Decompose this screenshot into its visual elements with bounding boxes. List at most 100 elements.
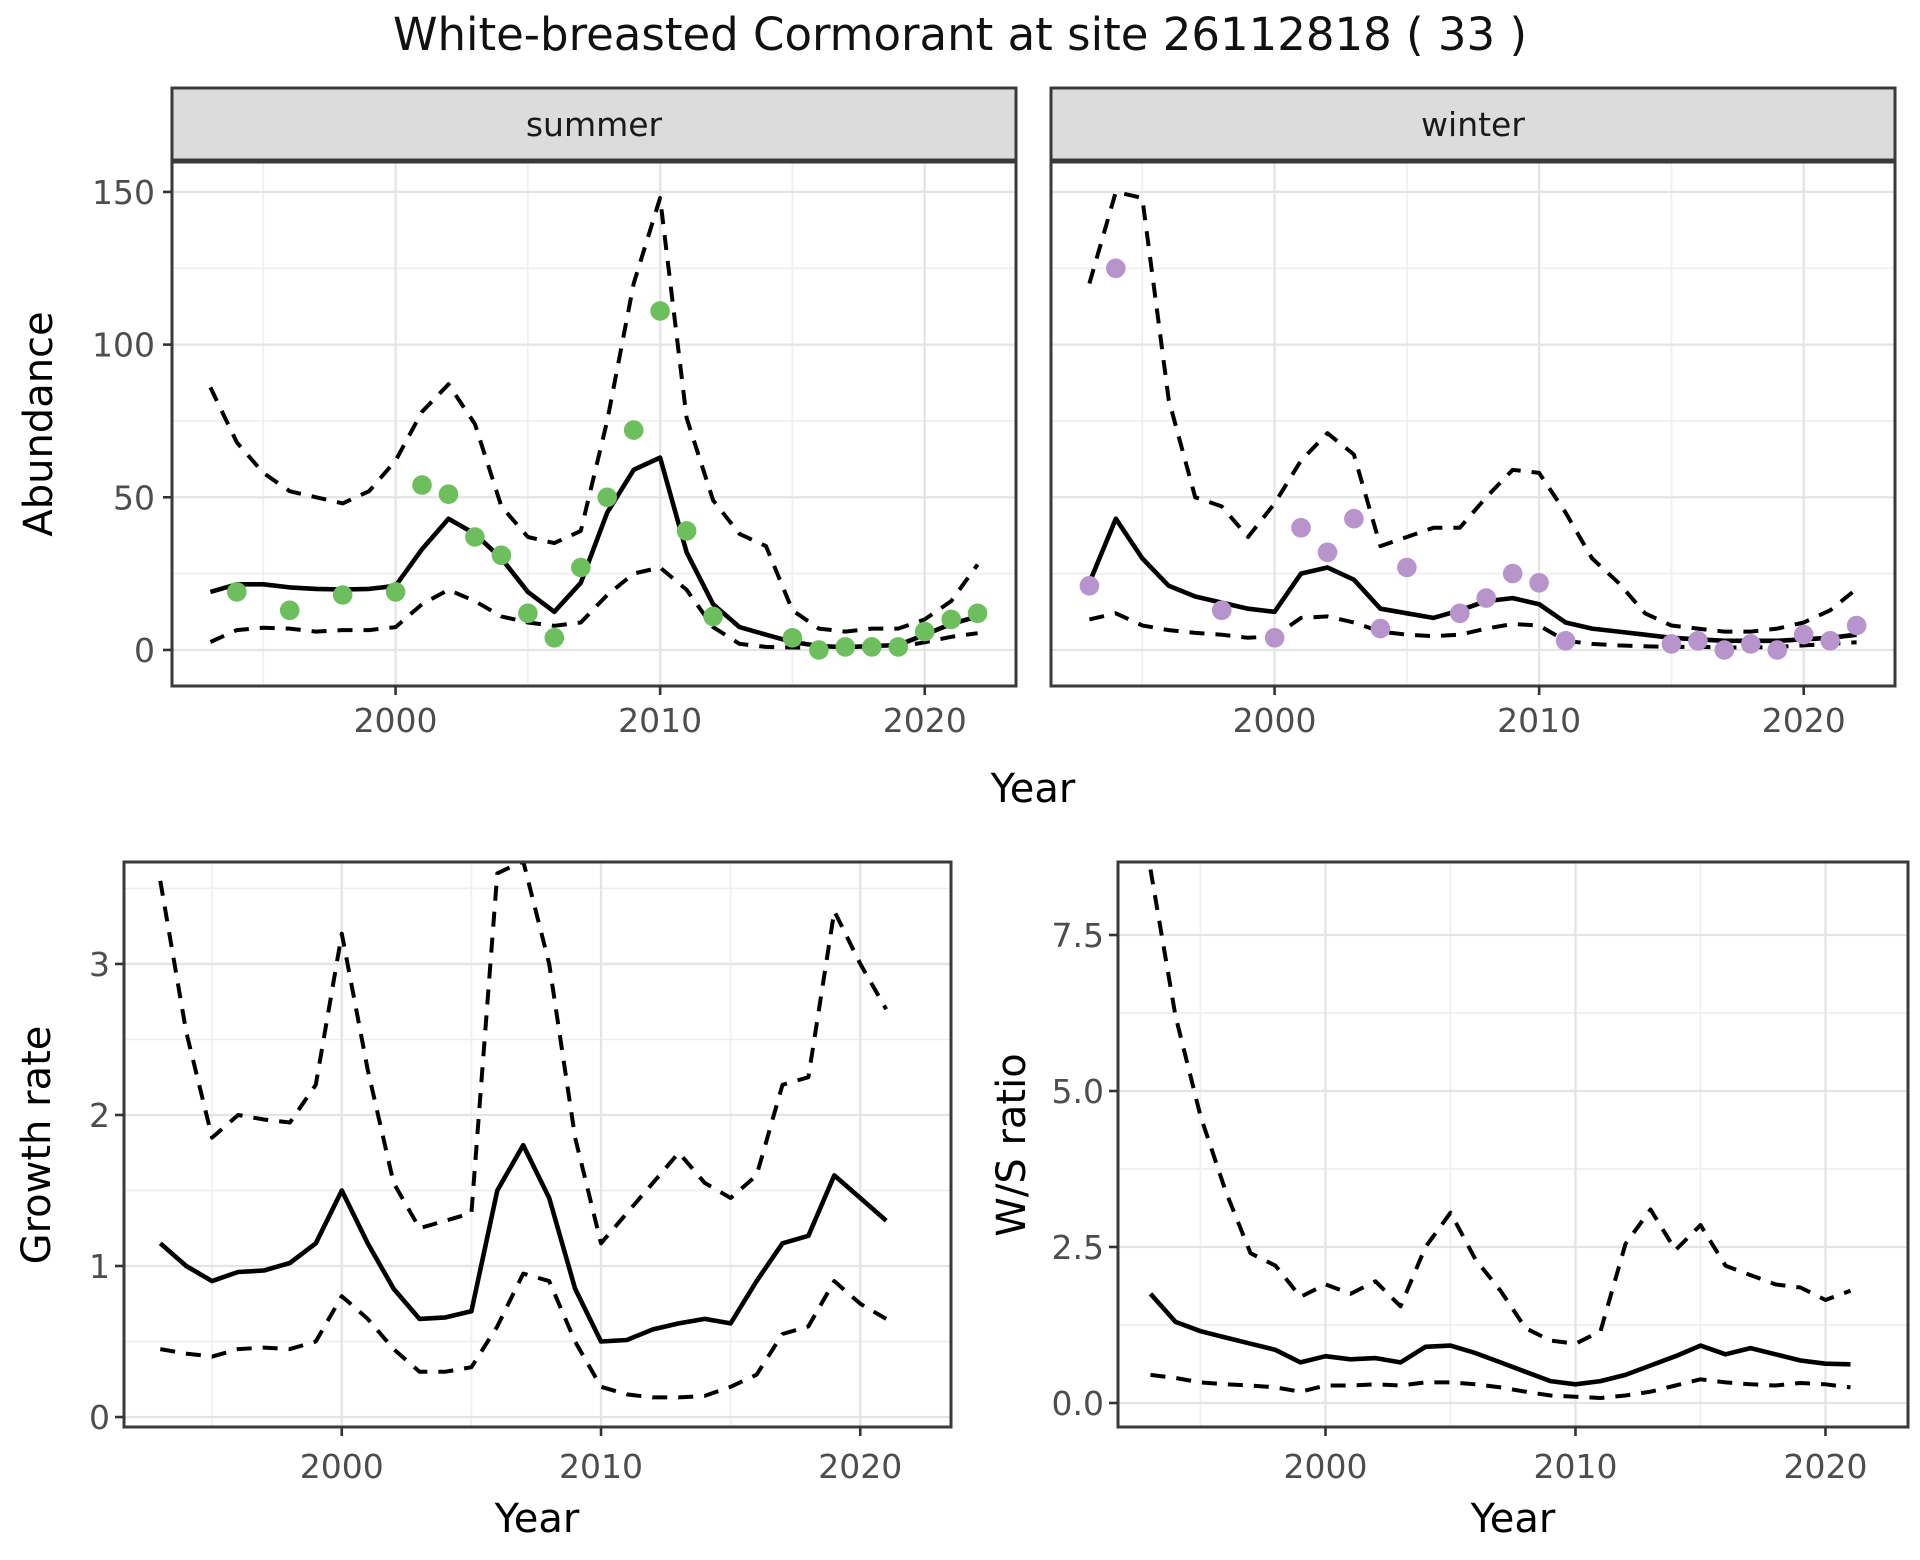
facet-strip — [170, 86, 1018, 162]
x-tick-label: 2000 — [300, 1447, 384, 1486]
y-axis-title-growth-rate: Growth rate — [14, 1026, 60, 1265]
y-tick-label: 2.5 — [1052, 1228, 1104, 1267]
observation-point — [1820, 631, 1840, 651]
y-tick-label: 0.0 — [1052, 1384, 1104, 1423]
panel-abundance-winter: winter 2000 2010 2020 — [1049, 86, 1897, 740]
observation-point — [1767, 640, 1788, 660]
observation-point — [1502, 563, 1523, 584]
facet-strip-label: winter — [1421, 105, 1525, 144]
y-axis-title-ws-ratio: W/S ratio — [989, 1053, 1035, 1236]
panel-background — [124, 862, 951, 1427]
observation-point — [1688, 631, 1708, 651]
facet-strip — [1049, 86, 1897, 162]
observation-point — [1344, 508, 1364, 529]
observation-point — [835, 637, 856, 657]
observation-point — [518, 603, 538, 624]
observation-point — [1370, 618, 1391, 639]
observation-point — [1741, 634, 1761, 654]
observation-point — [967, 603, 988, 624]
observation-point — [1397, 557, 1417, 578]
observation-point — [623, 420, 644, 440]
observation-point — [809, 640, 829, 660]
median-line — [158, 1142, 888, 1344]
observation-point — [385, 582, 406, 602]
y-tick-label: 2 — [89, 1096, 110, 1135]
observation-point — [676, 521, 697, 541]
observation-point — [1476, 588, 1496, 608]
observation-point — [650, 301, 670, 321]
observation-point — [1291, 518, 1311, 538]
panel-border — [1049, 160, 1897, 688]
observation-point — [332, 585, 353, 605]
y-tick-label: 0 — [89, 1398, 110, 1437]
y-tick-label: 1 — [89, 1247, 110, 1286]
observation-point — [1211, 600, 1232, 621]
observation-point — [412, 475, 432, 495]
observation-point — [941, 609, 961, 630]
observation-point — [491, 545, 512, 566]
observation-point — [571, 557, 591, 578]
observation-point — [1317, 542, 1338, 563]
observation-point — [1264, 628, 1285, 648]
upper-ci-line — [1087, 189, 1858, 634]
observation-point — [1555, 631, 1576, 651]
observation-point — [782, 628, 803, 648]
panel-border — [170, 160, 1018, 688]
x-tick-label: 2010 — [618, 701, 702, 740]
panel-border — [122, 860, 953, 1429]
upper-ci-line — [208, 196, 980, 634]
observation-point — [1714, 640, 1735, 660]
x-tick-label: 2010 — [1534, 1447, 1618, 1486]
observation-point — [862, 637, 882, 657]
lower-ci-line — [159, 1271, 888, 1400]
facet-strip-label: summer — [526, 105, 663, 144]
panel-ws-ratio: 2000 2010 2020 0.0 2.5 5.0 7.5 — [1052, 860, 1910, 1486]
x-tick-label: 2000 — [1284, 1447, 1368, 1486]
panel-border — [1116, 860, 1910, 1429]
x-tick-label: 2010 — [1497, 701, 1581, 740]
x-tick-label: 2020 — [1784, 1447, 1868, 1486]
observation-point — [597, 487, 617, 508]
observation-point — [279, 600, 300, 621]
x-tick-label: 2020 — [883, 701, 967, 740]
observation-point — [1079, 576, 1100, 596]
observation-point — [544, 628, 565, 648]
x-tick-label: 2020 — [1762, 701, 1846, 740]
x-tick-label: 2020 — [818, 1447, 902, 1486]
x-axis-title-year-growth: Year — [494, 1496, 580, 1542]
observation-point — [465, 527, 485, 547]
observation-point — [1793, 624, 1814, 645]
y-tick-label: 50 — [113, 478, 155, 517]
y-axis-title-abundance: Abundance — [16, 311, 62, 536]
figure-title: White-breasted Cormorant at site 2611281… — [392, 8, 1528, 61]
observation-point — [227, 582, 247, 602]
observation-point — [1529, 573, 1549, 593]
x-tick-label: 2000 — [354, 701, 438, 740]
observation-point — [1106, 258, 1126, 279]
median-line — [1148, 1292, 1851, 1387]
observation-point — [888, 637, 909, 657]
x-axis-title-year-top: Year — [990, 766, 1076, 812]
observation-point — [1661, 634, 1682, 654]
observation-point — [703, 606, 723, 627]
y-tick-label: 5.0 — [1052, 1072, 1104, 1111]
panel-growth-rate: 2000 2010 2020 0 1 2 3 — [89, 860, 953, 1486]
observation-point — [1846, 615, 1867, 636]
lower-ci-line — [1150, 1372, 1851, 1400]
y-tick-label: 100 — [92, 326, 155, 365]
y-tick-label: 7.5 — [1052, 916, 1104, 955]
observation-point — [1450, 603, 1470, 624]
y-tick-label: 150 — [92, 173, 155, 212]
panel-background — [1051, 162, 1895, 686]
y-tick-label: 3 — [89, 945, 110, 984]
panel-background — [1118, 862, 1908, 1427]
upper-ci-line — [158, 862, 888, 1246]
x-tick-label: 2010 — [559, 1447, 643, 1486]
upper-ci-line — [1148, 869, 1852, 1346]
x-tick-label: 2000 — [1233, 701, 1317, 740]
observation-point — [438, 484, 459, 505]
observation-point — [914, 621, 935, 642]
x-axis-title-year-ws: Year — [1470, 1496, 1556, 1542]
